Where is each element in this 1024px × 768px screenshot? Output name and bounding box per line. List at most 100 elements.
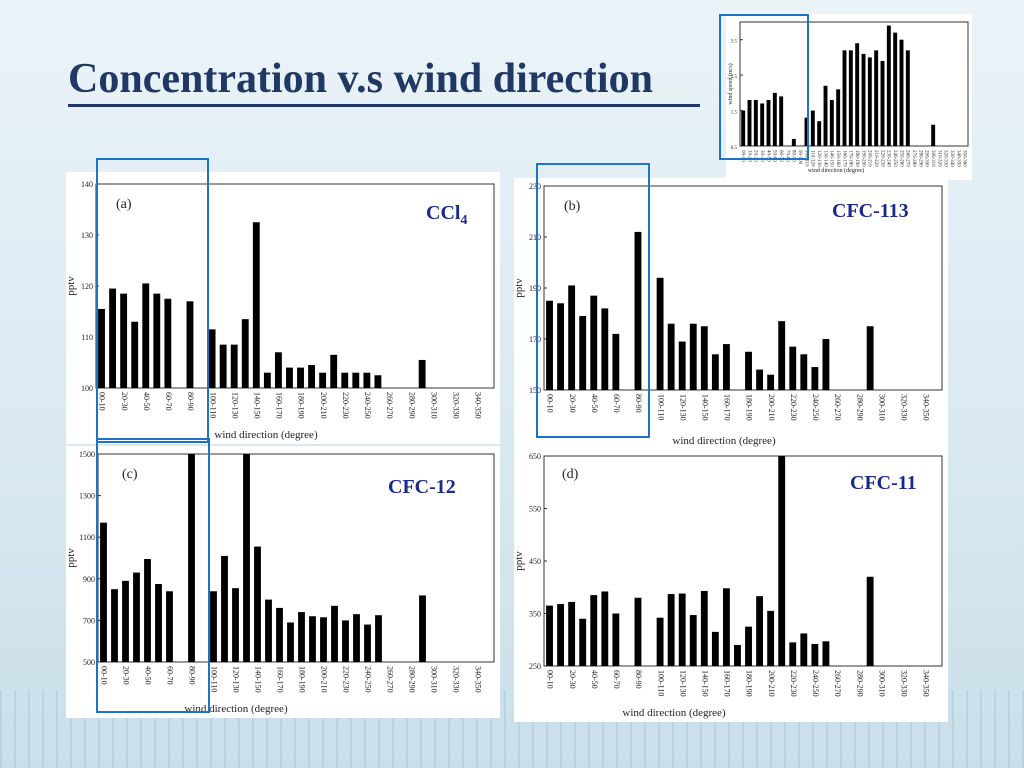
y-axis-label: pptv	[65, 276, 77, 296]
x-tick-label: 320-330	[899, 394, 908, 421]
bar-130-140	[241, 319, 249, 388]
x-tick-label: 180-190	[745, 394, 754, 421]
x-axis-label: wind direction (degree)	[214, 429, 318, 441]
bar-60-70	[779, 96, 784, 146]
y-tick-label: 1.5	[731, 111, 738, 116]
bar-220-230	[789, 642, 797, 666]
x-tick-label: 280-290	[917, 150, 922, 167]
x-tick-label: 300-310	[429, 392, 438, 419]
bar-240-250	[364, 624, 371, 662]
x-axis-label: wind direction (degree)	[622, 707, 726, 719]
inset-highlight-box	[719, 14, 809, 160]
bar-60-70	[166, 591, 173, 662]
bar-100-110	[804, 117, 809, 146]
x-tick-label: 180-190	[298, 666, 307, 693]
bar-130-140	[689, 323, 697, 390]
x-tick-label: 260-270	[833, 394, 842, 421]
x-tick-label: 120-130	[678, 394, 687, 421]
bar-240-250	[811, 367, 819, 390]
x-tick-label: 310-320	[936, 150, 941, 167]
bar-100-110	[656, 617, 664, 666]
x-tick-label: 120-130	[230, 392, 239, 419]
x-tick-label: 160-170	[841, 150, 846, 167]
x-tick-label: 20-30	[120, 392, 129, 411]
bar-200-210	[320, 617, 327, 662]
slide-title: Concentration v.s wind direction	[68, 56, 653, 102]
highlight-box-a	[96, 158, 209, 443]
bar-170-180	[286, 367, 293, 388]
bar-180-190	[298, 612, 305, 662]
bar-200-210	[767, 610, 775, 666]
x-tick-label: 340-350	[474, 392, 483, 419]
bar-160-170	[722, 588, 730, 666]
x-tick-label: 00-10	[546, 670, 555, 689]
bar-250-260	[899, 39, 904, 146]
chart-c: 500 700 900 1100 1300 1500 00-10 20-30 40-50 60-7…	[65, 450, 495, 715]
x-tick-label: 20-30	[568, 394, 577, 413]
panel-label: (a)	[116, 197, 132, 212]
bar-30-40	[131, 321, 139, 388]
x-tick-label: 240-250	[892, 150, 897, 167]
x-tick-label: 190-200	[860, 150, 865, 167]
y-tick-label: 700	[83, 616, 95, 625]
bar-140-150	[700, 590, 708, 666]
x-tick-label: 140-150	[829, 150, 834, 167]
bar-10-20	[109, 288, 117, 388]
x-tick-label: 240-250	[363, 392, 372, 419]
bar-50-60	[153, 293, 161, 388]
x-tick-label: 60-70	[612, 394, 621, 413]
bar-180-190	[297, 367, 304, 388]
bar-20-30	[122, 580, 129, 662]
panel-label: (c)	[122, 467, 138, 482]
x-tick-label: 300-310	[877, 394, 886, 421]
bar-20-30	[753, 99, 758, 146]
y-tick-label: 130	[81, 231, 93, 240]
x-tick-label: 220-230	[789, 394, 798, 421]
y-tick-label: 120	[81, 282, 93, 291]
bar-50-60	[155, 584, 162, 662]
bar-230-240	[800, 633, 808, 666]
x-tick-label: 180-190	[745, 670, 754, 697]
bar-220-230	[342, 620, 349, 662]
x-tick-label: 100-110	[208, 392, 217, 418]
bar-210-220	[330, 354, 338, 388]
plot-frame	[97, 453, 495, 663]
x-tick-label: 260-270	[386, 666, 395, 693]
y-tick-label: 210	[529, 233, 541, 242]
bar-150-160	[263, 372, 271, 388]
y-tick-label: 110	[81, 333, 93, 342]
x-tick-label: 220-230	[789, 670, 798, 697]
bar-170-180	[287, 622, 294, 662]
y-tick-label: 230	[529, 182, 541, 191]
chart-panel-c: 500 700 900 1100 1300 1500 00-10 20-30 40-50 60-7…	[65, 446, 500, 718]
x-tick-label: 180-190	[854, 150, 859, 167]
bar-220-230	[341, 372, 349, 388]
x-tick-label: 330-340	[949, 150, 954, 167]
y-tick-label: 350	[529, 610, 541, 619]
bar-150-160	[711, 631, 719, 666]
bar-110-120	[219, 344, 227, 388]
panel-label: (d)	[562, 467, 579, 482]
x-tick-label: 240-250	[811, 670, 820, 697]
bar-110-120	[667, 594, 675, 666]
bar-130-140	[689, 615, 697, 666]
title-underline	[68, 104, 700, 107]
x-tick-label: 40-50	[142, 392, 151, 411]
y-axis-label: pptv	[65, 548, 77, 568]
x-tick-label: 160-170	[723, 394, 732, 421]
inset-chart-panel: 0.5 1.5 2.5 3.5 00-10 10-20 20-30 30-40 40-50 50-…	[726, 14, 972, 180]
bar-40-50	[142, 283, 150, 388]
bar-220-230	[880, 60, 885, 146]
bar-200-210	[867, 57, 872, 146]
x-tick-label: 120-130	[678, 670, 687, 697]
bar-00-10	[741, 110, 746, 146]
bar-150-160	[711, 354, 719, 390]
bar-260-270	[905, 50, 910, 146]
x-tick-label: 120-130	[816, 150, 821, 167]
x-tick-label: 00-10	[546, 394, 555, 413]
bar-30-40	[579, 618, 587, 666]
y-tick-label: 500	[83, 658, 95, 667]
chart-panel-a: 100 110 120 130 140 00-10 20-30 40-50 60-70 80-90…	[65, 172, 500, 444]
bar-210-220	[778, 456, 786, 666]
x-tick-label: 200-210	[320, 666, 329, 693]
